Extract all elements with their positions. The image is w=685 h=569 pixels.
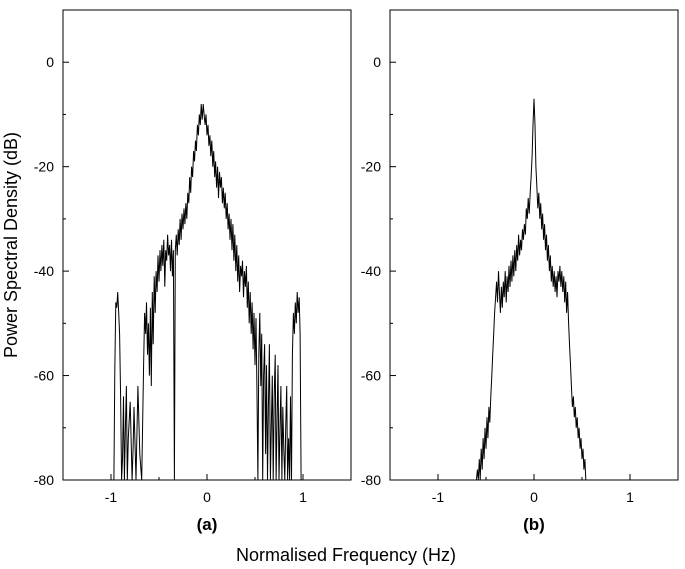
- panel-a-label: (a): [197, 515, 218, 534]
- y-tick-label: 0: [46, 54, 54, 70]
- x-tick-label: 1: [299, 489, 307, 505]
- x-axis-title: Normalised Frequency (Hz): [236, 545, 456, 565]
- y-tick-label: -60: [34, 368, 54, 384]
- panel-a-y-ticks: -80 -60 -40 -20 0: [34, 9, 69, 488]
- x-tick-label: -1: [432, 489, 445, 505]
- panel-b-frame: [389, 9, 679, 481]
- x-tick-label: 0: [203, 489, 211, 505]
- panel-b-label: (b): [523, 515, 545, 534]
- panel-a-x-ticks: -1 0 1: [62, 474, 352, 505]
- panel-a-frame: [62, 9, 352, 481]
- panel-b-y-ticks: -80 -60 -40 -20 0: [361, 9, 396, 488]
- y-axis-title: Power Spectral Density (dB): [1, 132, 21, 358]
- y-tick-label: 0: [373, 54, 381, 70]
- panel-b: -1 0 1 -80 -60 -40 -20 0 (b): [361, 9, 679, 534]
- x-tick-label: 1: [626, 489, 634, 505]
- panel-b-x-ticks: -1 0 1: [389, 474, 679, 505]
- y-tick-label: -80: [34, 472, 54, 488]
- y-tick-label: -40: [361, 263, 381, 279]
- y-tick-label: -60: [361, 368, 381, 384]
- psd-trace: [475, 98, 587, 481]
- x-tick-label: -1: [105, 489, 118, 505]
- psd-trace: [113, 103, 302, 481]
- y-tick-label: -20: [361, 159, 381, 175]
- panel-b-series: [475, 98, 587, 481]
- y-tick-label: -40: [34, 263, 54, 279]
- panel-a: -1 0 1 -80 -60 -40 -20 0 (a): [34, 9, 352, 534]
- panel-a-series: [113, 103, 302, 481]
- y-tick-label: -80: [361, 472, 381, 488]
- y-tick-label: -20: [34, 159, 54, 175]
- x-tick-label: 0: [530, 489, 538, 505]
